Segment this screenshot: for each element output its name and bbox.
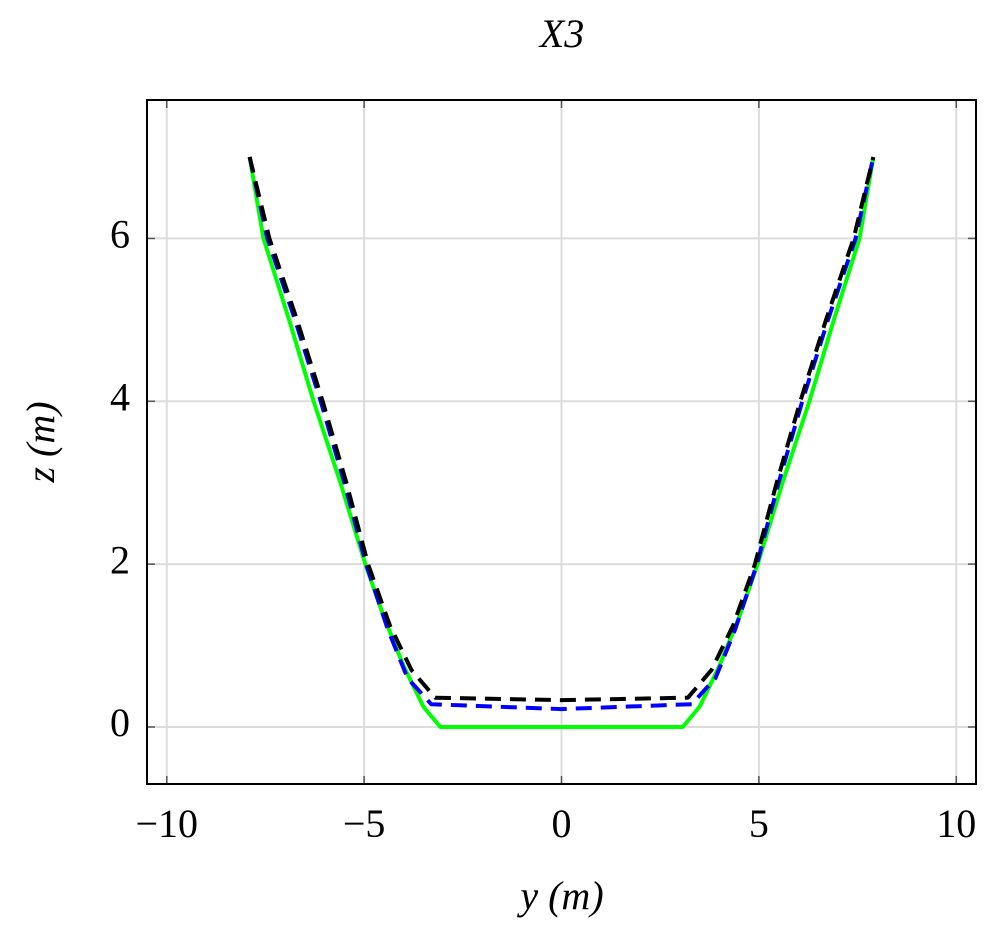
x-axis-label: y (m) xyxy=(516,873,603,918)
line xyxy=(247,156,876,729)
line xyxy=(247,156,876,703)
y-tick-label: 2 xyxy=(110,537,130,582)
x-tick-label: −10 xyxy=(135,801,198,846)
y-tick-label: 0 xyxy=(110,700,130,745)
y-tick-label: 6 xyxy=(110,212,130,257)
plot-frame xyxy=(146,99,977,785)
x-tick-label: 10 xyxy=(936,801,976,846)
x-tick-label: 5 xyxy=(749,801,769,846)
x-tick-label: −5 xyxy=(343,801,386,846)
y-tick-label: 4 xyxy=(110,374,130,419)
y-axis-label: z (m) xyxy=(18,401,63,483)
chart-title: X3 xyxy=(538,11,584,56)
x-tick-label: 0 xyxy=(552,801,572,846)
